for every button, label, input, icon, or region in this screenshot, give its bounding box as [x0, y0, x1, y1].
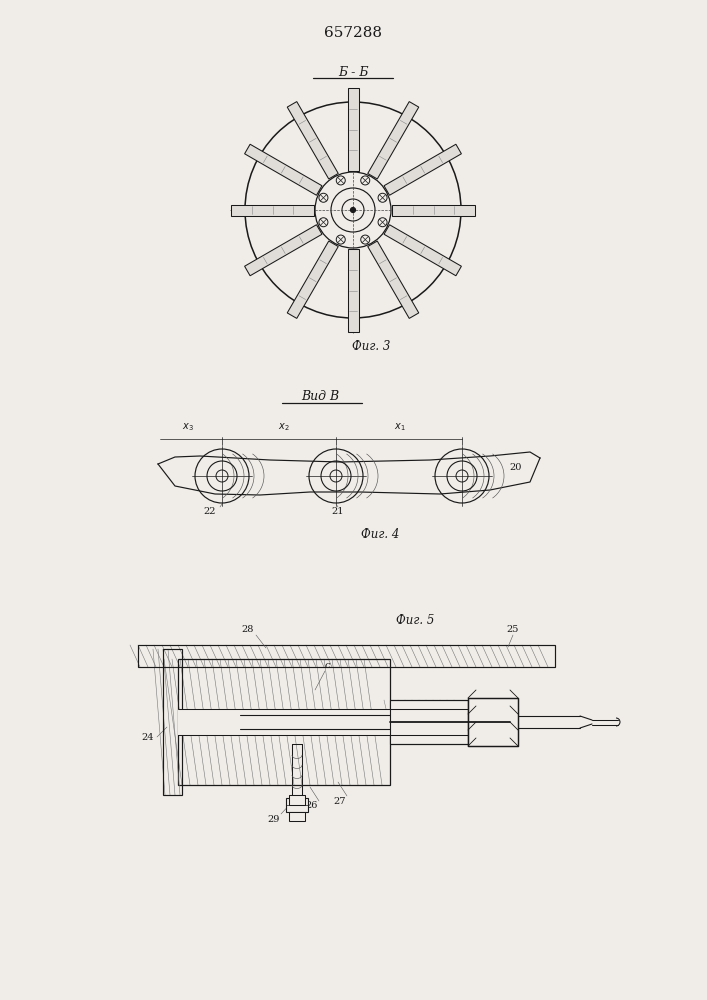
Text: 29: 29 — [268, 814, 280, 824]
Bar — [286, 798, 308, 812]
Text: $x_3$: $x_3$ — [182, 421, 194, 433]
Polygon shape — [287, 241, 338, 318]
Text: Фиг. 4: Фиг. 4 — [361, 528, 399, 542]
Text: Вид В: Вид В — [301, 390, 339, 403]
Bar — [289, 795, 305, 805]
Text: 26: 26 — [306, 800, 318, 810]
Bar — [163, 649, 182, 795]
Polygon shape — [287, 102, 338, 179]
Text: 657288: 657288 — [324, 26, 382, 40]
Polygon shape — [384, 144, 462, 195]
Text: $x_1$: $x_1$ — [395, 421, 406, 433]
Text: 21: 21 — [332, 508, 344, 516]
Polygon shape — [392, 205, 475, 216]
Text: 20: 20 — [510, 464, 522, 473]
Polygon shape — [368, 102, 419, 179]
Text: Б - Б: Б - Б — [338, 66, 368, 79]
Text: 28: 28 — [242, 626, 255, 635]
Text: 27: 27 — [334, 796, 346, 806]
Text: Фиг. 3: Фиг. 3 — [352, 340, 390, 353]
Bar — [390, 700, 468, 744]
Text: c: c — [325, 660, 329, 670]
Polygon shape — [348, 249, 358, 332]
Polygon shape — [348, 88, 358, 171]
Circle shape — [351, 208, 356, 213]
Text: 22: 22 — [204, 508, 216, 516]
Text: 24: 24 — [141, 732, 154, 742]
Polygon shape — [384, 225, 462, 276]
Bar — [289, 812, 305, 821]
Polygon shape — [245, 144, 322, 195]
Bar — [468, 698, 518, 746]
Text: $x_2$: $x_2$ — [279, 421, 290, 433]
Bar — [178, 709, 520, 735]
Text: Фиг. 5: Фиг. 5 — [396, 613, 434, 626]
Bar — [138, 645, 555, 667]
Polygon shape — [231, 205, 314, 216]
Polygon shape — [368, 241, 419, 318]
Text: 25: 25 — [507, 626, 519, 635]
Polygon shape — [245, 225, 322, 276]
Bar — [178, 659, 390, 785]
